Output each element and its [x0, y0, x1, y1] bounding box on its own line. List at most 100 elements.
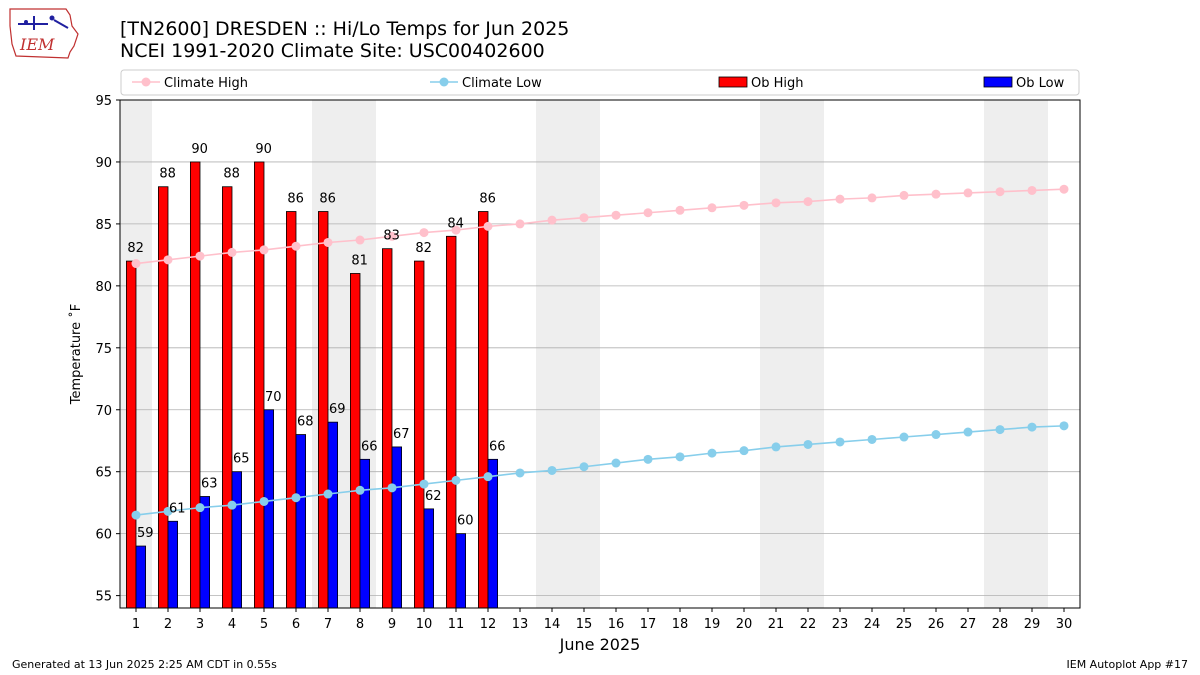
data-label-ob-high: 88 — [223, 167, 240, 182]
x-axis-label: June 2025 — [559, 635, 641, 654]
bar-ob-low — [359, 458, 371, 609]
point-climate-low — [419, 479, 429, 489]
point-climate-high — [323, 237, 333, 247]
x-tick-label: 19 — [704, 617, 721, 632]
point-climate-low — [1059, 421, 1069, 431]
point-climate-low — [483, 472, 493, 482]
x-tick-label: 17 — [640, 617, 657, 632]
point-climate-low — [707, 448, 717, 458]
data-label-ob-high: 81 — [351, 253, 368, 268]
point-climate-high — [1059, 184, 1069, 194]
data-label-ob-low: 67 — [393, 427, 410, 442]
point-climate-low — [931, 430, 941, 440]
x-tick-label: 1 — [132, 617, 140, 632]
x-tick-label: 26 — [928, 617, 945, 632]
point-climate-low — [547, 465, 557, 475]
bar-ob-low — [487, 458, 499, 609]
data-label-ob-high: 90 — [255, 142, 272, 157]
iem-logo-text: IEM — [19, 35, 55, 54]
x-tick-label: 10 — [416, 617, 433, 632]
point-climate-low — [771, 442, 781, 452]
bar-ob-high — [445, 235, 457, 609]
point-climate-low — [675, 452, 685, 462]
x-tick-label: 9 — [388, 617, 396, 632]
legend-marker-swatch — [141, 77, 151, 87]
x-tick-label: 7 — [324, 617, 332, 632]
x-tick-label: 4 — [228, 617, 236, 632]
bar-ob-high — [285, 211, 297, 609]
data-label-ob-high: 88 — [159, 167, 176, 182]
weekend-shade — [984, 100, 1048, 608]
x-tick-label: 15 — [576, 617, 593, 632]
x-tick-label: 11 — [448, 617, 465, 632]
bar-ob-low — [455, 533, 467, 609]
point-climate-low — [163, 506, 173, 516]
x-tick-label: 5 — [260, 617, 268, 632]
bar-ob-low — [199, 496, 211, 609]
bar-ob-high — [381, 248, 393, 609]
x-tick-label: 28 — [992, 617, 1009, 632]
data-label-ob-low: 68 — [297, 415, 314, 430]
point-climate-high — [163, 255, 173, 265]
bar-ob-high — [317, 211, 329, 609]
data-label-ob-low: 62 — [425, 489, 442, 504]
data-label-ob-low: 66 — [489, 439, 506, 454]
point-climate-low — [355, 485, 365, 495]
point-climate-low — [643, 454, 653, 464]
iem-logo: IEM — [8, 6, 80, 64]
y-tick-label: 55 — [95, 590, 112, 605]
legend-label: Ob Low — [1016, 76, 1065, 91]
chart-subtitle: NCEI 1991-2020 Climate Site: USC00402600 — [120, 40, 545, 62]
footer-generated: Generated at 13 Jun 2025 2:25 AM CDT in … — [12, 658, 277, 671]
x-tick-label: 25 — [896, 617, 913, 632]
x-tick-label: 18 — [672, 617, 689, 632]
x-tick-label: 12 — [480, 617, 497, 632]
point-climate-high — [739, 200, 749, 210]
x-tick-label: 16 — [608, 617, 625, 632]
point-climate-high — [963, 188, 973, 198]
point-climate-low — [899, 432, 909, 442]
legend-label: Climate High — [164, 76, 248, 91]
legend-label: Climate Low — [462, 76, 542, 91]
bar-ob-high — [413, 260, 425, 609]
bar-ob-high — [126, 260, 137, 609]
point-climate-high — [995, 187, 1005, 197]
point-climate-low — [739, 446, 749, 456]
bar-ob-low — [391, 446, 403, 609]
data-label-ob-high: 86 — [319, 192, 336, 207]
point-climate-low — [195, 503, 205, 513]
point-climate-low — [579, 462, 589, 472]
legend-bar-swatch — [718, 76, 748, 88]
y-tick-label: 90 — [95, 156, 112, 171]
x-tick-label: 23 — [832, 617, 849, 632]
x-tick-label: 22 — [800, 617, 817, 632]
point-climate-high — [931, 189, 941, 199]
plot-frame — [119, 99, 1081, 609]
point-climate-high — [803, 197, 813, 207]
point-climate-high — [259, 245, 269, 255]
point-climate-low — [227, 500, 237, 510]
x-tick-label: 24 — [864, 617, 881, 632]
point-climate-low — [515, 468, 525, 478]
weekend-shade — [760, 100, 824, 608]
legend-label: Ob High — [751, 76, 804, 91]
x-tick-label: 14 — [544, 617, 561, 632]
weekend-shade — [536, 100, 600, 608]
point-climate-low — [291, 493, 301, 503]
data-label-ob-low: 66 — [361, 439, 378, 454]
point-climate-high — [835, 194, 845, 204]
bar-ob-low — [423, 508, 435, 609]
point-climate-high — [131, 259, 141, 269]
data-label-ob-high: 90 — [191, 142, 208, 157]
y-tick-label: 75 — [95, 342, 112, 357]
x-tick-label: 8 — [356, 617, 364, 632]
point-climate-high — [899, 190, 909, 200]
y-tick-label: 95 — [95, 94, 112, 109]
chart-title: [TN2600] DRESDEN :: Hi/Lo Temps for Jun … — [120, 18, 570, 40]
bar-ob-high — [253, 161, 265, 609]
point-climate-low — [835, 437, 845, 447]
data-label-ob-high: 83 — [383, 229, 400, 244]
point-climate-high — [675, 205, 685, 215]
bar-ob-high — [477, 211, 489, 609]
